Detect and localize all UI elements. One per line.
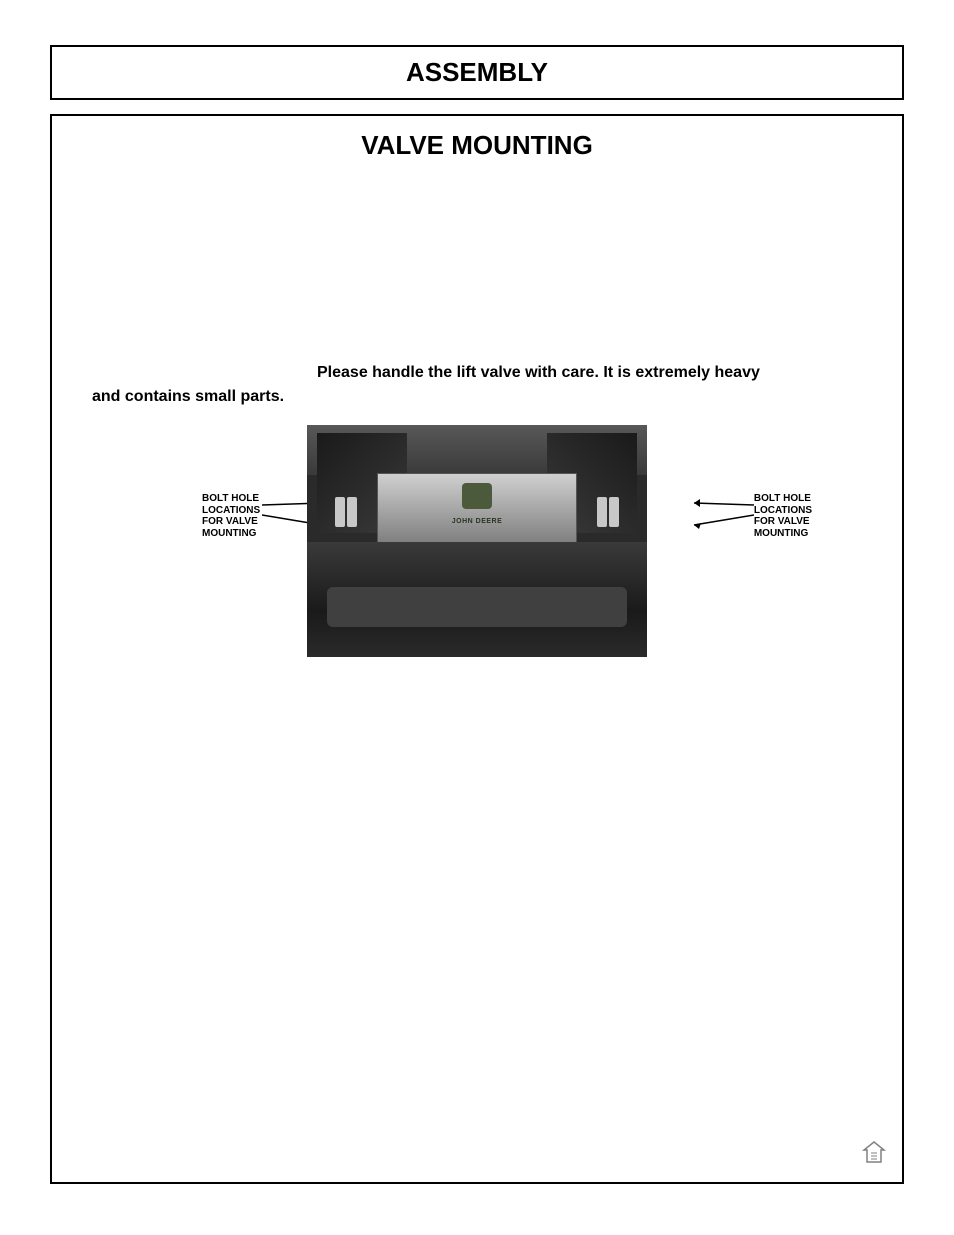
left-callout-label: BOLT HOLE LOCATIONS FOR VALVE MOUNTING [202, 493, 260, 539]
return-icon[interactable] [860, 1140, 888, 1168]
figure-container: BOLT HOLE LOCATIONS FOR VALVE MOUNTING J… [92, 425, 862, 685]
photo-bolt-left-2 [347, 497, 357, 527]
page-title: ASSEMBLY [52, 57, 902, 88]
warning-line-2: and contains small parts. [92, 385, 862, 409]
warning-text-block: Please handle the lift valve with care. … [92, 361, 862, 409]
photo-emblem [462, 483, 492, 509]
photo-bolt-left-1 [335, 497, 345, 527]
warning-line-1: Please handle the lift valve with care. … [92, 361, 862, 385]
photo-axle [327, 587, 627, 627]
photo-bolt-right-1 [609, 497, 619, 527]
right-callout-label: BOLT HOLE LOCATIONS FOR VALVE MOUNTING [754, 493, 812, 539]
content-box: VALVE MOUNTING Please handle the lift va… [50, 114, 904, 1184]
tractor-photo: JOHN DEERE [307, 425, 647, 657]
header-box: ASSEMBLY [50, 45, 904, 100]
photo-bolt-right-2 [597, 497, 607, 527]
section-subtitle: VALVE MOUNTING [92, 130, 862, 161]
right-arrow-icon [674, 495, 754, 545]
photo-brand-text: JOHN DEERE [452, 518, 503, 525]
